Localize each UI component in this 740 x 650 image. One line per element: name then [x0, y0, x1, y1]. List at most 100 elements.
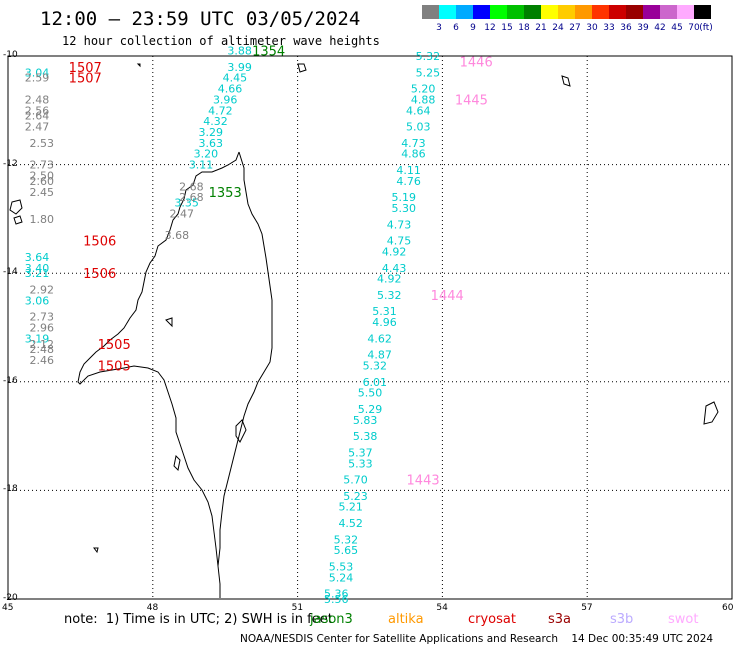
latitude-label: -20 [3, 593, 18, 603]
swh-value: 2.68 [179, 191, 204, 204]
pass-number: 1353 [209, 186, 242, 201]
swh-value: 4.76 [396, 175, 421, 188]
swh-value: 3.40 [25, 262, 50, 275]
legend-label: 27 [569, 23, 581, 33]
swh-value: 5.23 [343, 490, 368, 503]
legend-swatch [609, 5, 626, 19]
swh-value: 5.37 [348, 446, 373, 459]
legend-swatch [558, 5, 575, 19]
legend-swatch [677, 5, 694, 19]
latitude-label: -12 [3, 158, 18, 169]
island [173, 454, 181, 472]
swh-value: 2.48 [25, 93, 50, 106]
legend-label: 30 [586, 23, 598, 33]
swh-value: 4.88 [411, 93, 436, 106]
swh-value: 5.33 [348, 457, 373, 470]
legend-label: 45 [671, 23, 683, 33]
swh-value: 2.59 [25, 72, 50, 85]
swh-value: 2.64 [25, 110, 50, 123]
legend-swatch [541, 5, 558, 19]
longitude-label: 57 [581, 603, 593, 613]
island [93, 547, 99, 554]
swh-value: 5.36 [324, 588, 349, 601]
legend-label: 36 [620, 23, 632, 33]
swh-value: 3.63 [198, 137, 223, 150]
swh-value: 4.32 [203, 115, 228, 128]
swh-value: 3.21 [25, 267, 50, 280]
swh-value: 2.92 [30, 283, 55, 296]
swh-value: 4.86 [401, 148, 426, 161]
swh-value: 3.64 [25, 251, 50, 264]
swh-value: 2.56 [25, 104, 50, 117]
swh-value: 4.62 [367, 332, 392, 345]
legend-label: 12 [484, 23, 496, 33]
satellite-name-swot: swot [668, 612, 699, 627]
swh-value: 3.35 [174, 197, 199, 210]
swh-value: 2.73 [30, 159, 55, 172]
map-title: 12:00 – 23:59 UTC 03/05/2024 [40, 8, 361, 30]
swh-value: 2.53 [30, 137, 55, 150]
swh-value: 2.50 [30, 169, 55, 182]
swh-value: 2.45 [30, 186, 55, 199]
legend-swatch [643, 5, 660, 19]
swh-value: 5.65 [334, 544, 359, 557]
swh-value: 5.21 [338, 501, 363, 514]
satellite-name-s3a: s3a [548, 612, 572, 627]
longitude-label: 60 [722, 603, 734, 613]
swh-value: 4.75 [387, 235, 412, 248]
swh-value: 5.31 [372, 305, 397, 318]
legend-swatch [422, 5, 439, 19]
madagascar-coastline [77, 151, 240, 598]
legend-label: 15 [501, 23, 513, 33]
longitude-label: 51 [291, 603, 304, 613]
pass-number: 1507 [69, 72, 102, 87]
swh-value: 3.20 [194, 148, 219, 161]
longitude-label: 54 [436, 603, 448, 613]
latitude-label: -16 [3, 375, 18, 386]
island [9, 199, 23, 215]
legend-swatch [626, 5, 643, 19]
swh-value: 5.19 [392, 191, 417, 204]
legend-swatch [439, 5, 456, 19]
swh-value: 5.32 [363, 360, 388, 373]
satellite-name-s3b: s3b [610, 612, 634, 627]
satellite-name-cryosat: cryosat [468, 612, 516, 627]
swh-value: 4.92 [382, 245, 407, 258]
coastline [9, 63, 719, 598]
legend-swatch [592, 5, 609, 19]
legend-label: 39 [637, 23, 649, 33]
swh-value: 5.70 [343, 474, 368, 487]
swh-value: 4.73 [387, 218, 412, 231]
legend-label: 9 [470, 23, 476, 33]
pass-number: 1507 [69, 61, 102, 76]
island [297, 63, 307, 73]
swh-value: 5.29 [358, 403, 383, 416]
swh-value: 5.20 [411, 83, 436, 96]
swh-value: 5.03 [406, 121, 431, 134]
latitude-label: -14 [3, 267, 18, 278]
swh-value: 5.53 [329, 560, 354, 573]
swh-value: 4.52 [338, 517, 363, 530]
swh-value: 2.60 [30, 175, 55, 188]
swh-value: 2.73 [30, 311, 55, 324]
pass-number: 1506 [83, 235, 116, 250]
longitude-label: 48 [146, 603, 159, 613]
swh-value: 5.56 [324, 593, 349, 606]
legend-swatch [490, 5, 507, 19]
legend-label: 3 [436, 23, 442, 33]
swh-value: 4.73 [401, 137, 426, 150]
credit-line: NOAA/NESDIS Center for Satellite Applica… [240, 633, 714, 645]
swh-value: 4.96 [372, 316, 397, 329]
latitude-label: -18 [3, 484, 18, 495]
swh-value: 2.12 [30, 338, 55, 351]
legend-swatch [575, 5, 592, 19]
swh-value: 2.48 [30, 343, 55, 356]
swh-value: 2.96 [30, 322, 55, 335]
pass-number: 1444 [431, 289, 464, 304]
swh-value: 2.47 [25, 121, 50, 134]
legend-swatch [660, 5, 677, 19]
satellite-name-jason3: jason3 [310, 612, 353, 627]
swh-value: 5.24 [329, 571, 354, 584]
island [561, 75, 571, 87]
legend-swatch [694, 5, 711, 19]
